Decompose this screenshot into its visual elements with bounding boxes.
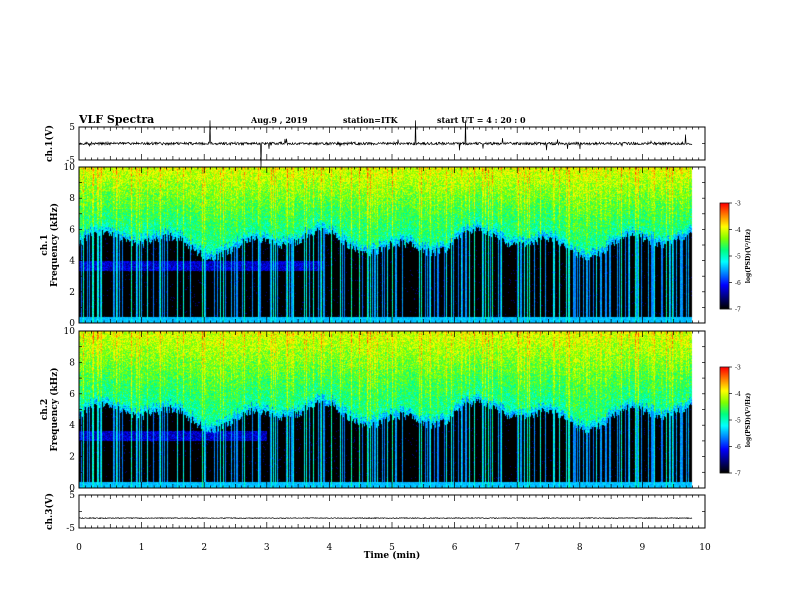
x-tick-label: 5 xyxy=(389,543,395,553)
x-tick-label: 8 xyxy=(577,543,583,553)
y-axis-label: Frequency (kHz) xyxy=(49,203,60,287)
colorbar-tick-label: -7 xyxy=(735,471,741,478)
y-axis-label: ch.1(V) xyxy=(44,125,55,162)
ch1-waveform-trace xyxy=(78,120,693,167)
colorbar-tick-label: -4 xyxy=(735,391,741,398)
figure-title: VLF Spectra xyxy=(78,113,154,126)
colorbar-tick-label: -3 xyxy=(735,365,741,372)
y-tick-label: 10 xyxy=(64,163,76,173)
station-label: station=ITK xyxy=(343,115,399,125)
x-tick-label: 1 xyxy=(139,543,145,553)
y-tick-label: 8 xyxy=(69,358,75,368)
x-tick-label: 4 xyxy=(327,543,333,553)
x-tick-label: 7 xyxy=(514,543,520,553)
s2-panel-frame xyxy=(78,330,706,489)
colorbar-tick-label: -5 xyxy=(735,254,741,261)
y-tick-label: 2 xyxy=(69,453,75,463)
colorbar-tick-label: -5 xyxy=(735,418,741,425)
colorbar-tick-label: -6 xyxy=(735,444,741,451)
x-tick-label: 2 xyxy=(201,543,207,553)
date-label: Aug.9 , 2019 xyxy=(250,115,308,125)
ch3-waveform-trace xyxy=(78,517,693,520)
x-tick-label: 9 xyxy=(640,543,646,553)
y-tick-label: -5 xyxy=(66,524,75,534)
colorbar-label: log(PSD)(V²/Hz) xyxy=(745,393,752,448)
y-tick-label: 0 xyxy=(69,319,75,329)
y-axis-label: Frequency (kHz) xyxy=(49,367,60,451)
colorbar-tick-label: -4 xyxy=(735,227,741,234)
x-tick-label: 0 xyxy=(76,543,82,553)
y-tick-label: 4 xyxy=(69,421,75,431)
colorbar-label: log(PSD)(V²/Hz) xyxy=(745,229,752,284)
colorbar-frame xyxy=(719,202,730,310)
y-axis-label: ch.1 xyxy=(40,234,50,255)
y-axis-label: ch.2 xyxy=(40,399,50,420)
y-tick-label: 0 xyxy=(69,484,75,494)
colorbar-tick-label: -3 xyxy=(735,201,741,208)
y-tick-label: 6 xyxy=(69,390,75,400)
x-tick-label: 10 xyxy=(699,543,711,553)
y-tick-label: 8 xyxy=(69,194,75,204)
colorbar-tick-label: -6 xyxy=(735,280,741,287)
y-tick-label: 5 xyxy=(69,491,75,501)
x-tick-label: 6 xyxy=(452,543,458,553)
s1-panel-frame xyxy=(78,166,706,324)
y-tick-label: 5 xyxy=(69,123,75,133)
x-axis-label: Time (min) xyxy=(364,550,421,561)
y-tick-label: 6 xyxy=(69,225,75,235)
y-tick-label: 4 xyxy=(69,257,75,267)
start-time-label: start UT = 4 : 20 : 0 xyxy=(437,115,526,125)
y-axis-label: ch.3(V) xyxy=(44,493,55,530)
y-tick-label: -5 xyxy=(66,156,75,166)
y-tick-label: 2 xyxy=(69,288,75,298)
x-tick-label: 3 xyxy=(264,543,270,553)
colorbar-frame xyxy=(719,366,730,474)
colorbar-tick-label: -7 xyxy=(735,307,741,314)
y-tick-label: 10 xyxy=(64,327,76,337)
